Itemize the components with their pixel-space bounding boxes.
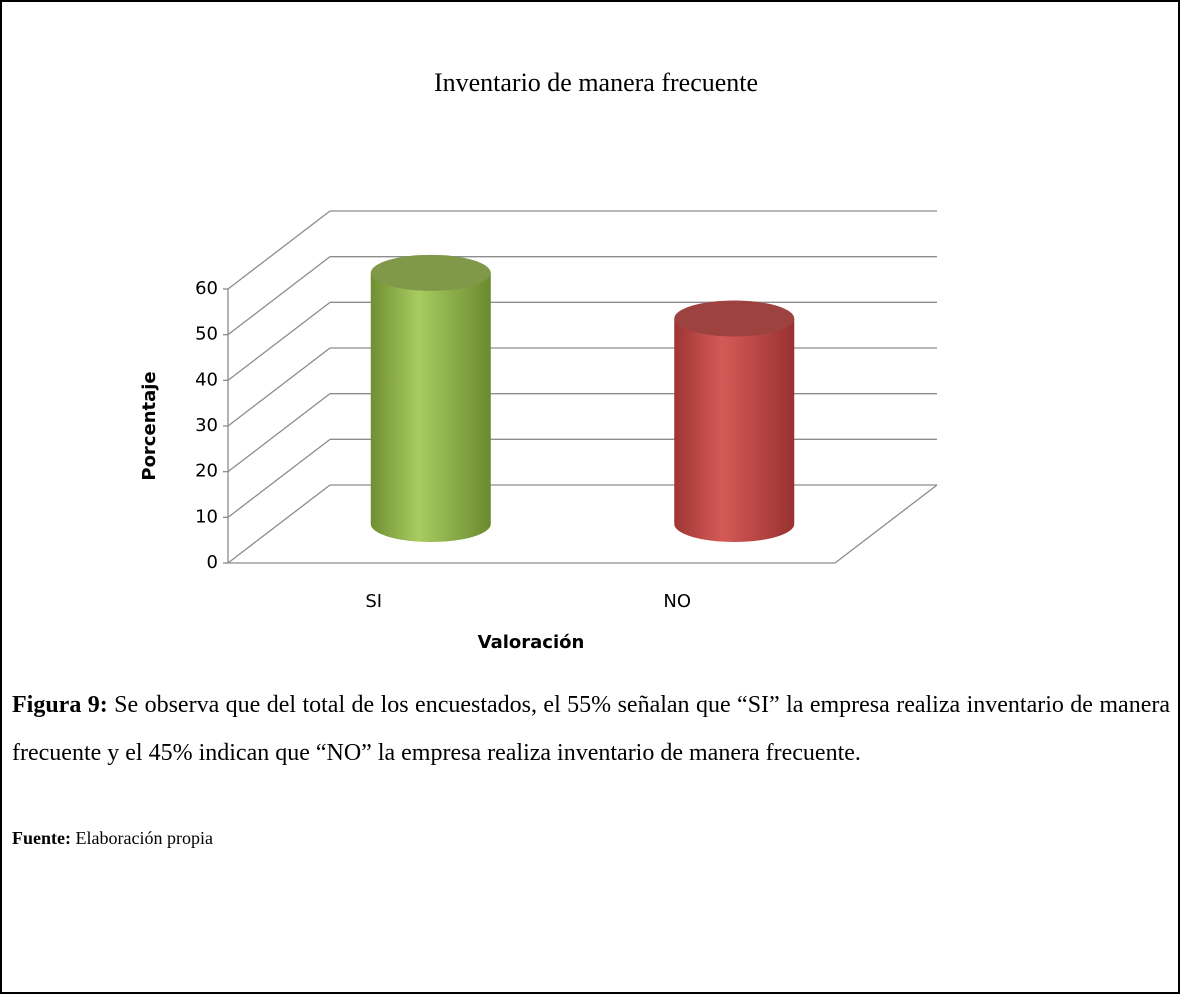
source-label: Fuente: [12,828,71,848]
grid-line-side [227,484,331,564]
x-axis-label: Valoración [478,632,585,653]
caption-text: Se observa que del total de los encuesta… [12,692,1170,766]
x-tick-label: SI [365,591,382,612]
source: Fuente: Elaboración propia [12,828,1170,849]
y-axis-label: Porcentaje [139,371,160,480]
floor-right [834,484,938,564]
y-tick-label: 30 [195,415,218,436]
x-tick-label: NO [663,591,691,612]
grid-line-side [227,210,331,290]
grid-line-side [227,438,331,518]
bar-top [674,300,795,337]
bar [370,254,491,542]
bar-top [370,254,491,291]
caption: Figura 9: Se observa que del total de lo… [12,682,1170,777]
y-tick-label: 60 [195,278,218,299]
bar-body [370,272,491,542]
chart-title: Inventario de manera frecuente [434,68,758,97]
grid-line-side [227,301,331,381]
grid-line-side [227,393,331,473]
bar-body [674,318,795,542]
y-tick-label: 40 [195,369,218,390]
y-tick-label: 20 [195,461,218,482]
grid-line-side [227,256,331,336]
y-tick-label: 50 [195,324,218,345]
bar [674,300,795,542]
y-tick-label: 0 [207,552,218,573]
y-tick-label: 10 [195,506,218,527]
source-text: Elaboración propia [75,828,213,848]
grid-line-side [227,347,331,427]
caption-label: Figura 9: [12,692,108,718]
